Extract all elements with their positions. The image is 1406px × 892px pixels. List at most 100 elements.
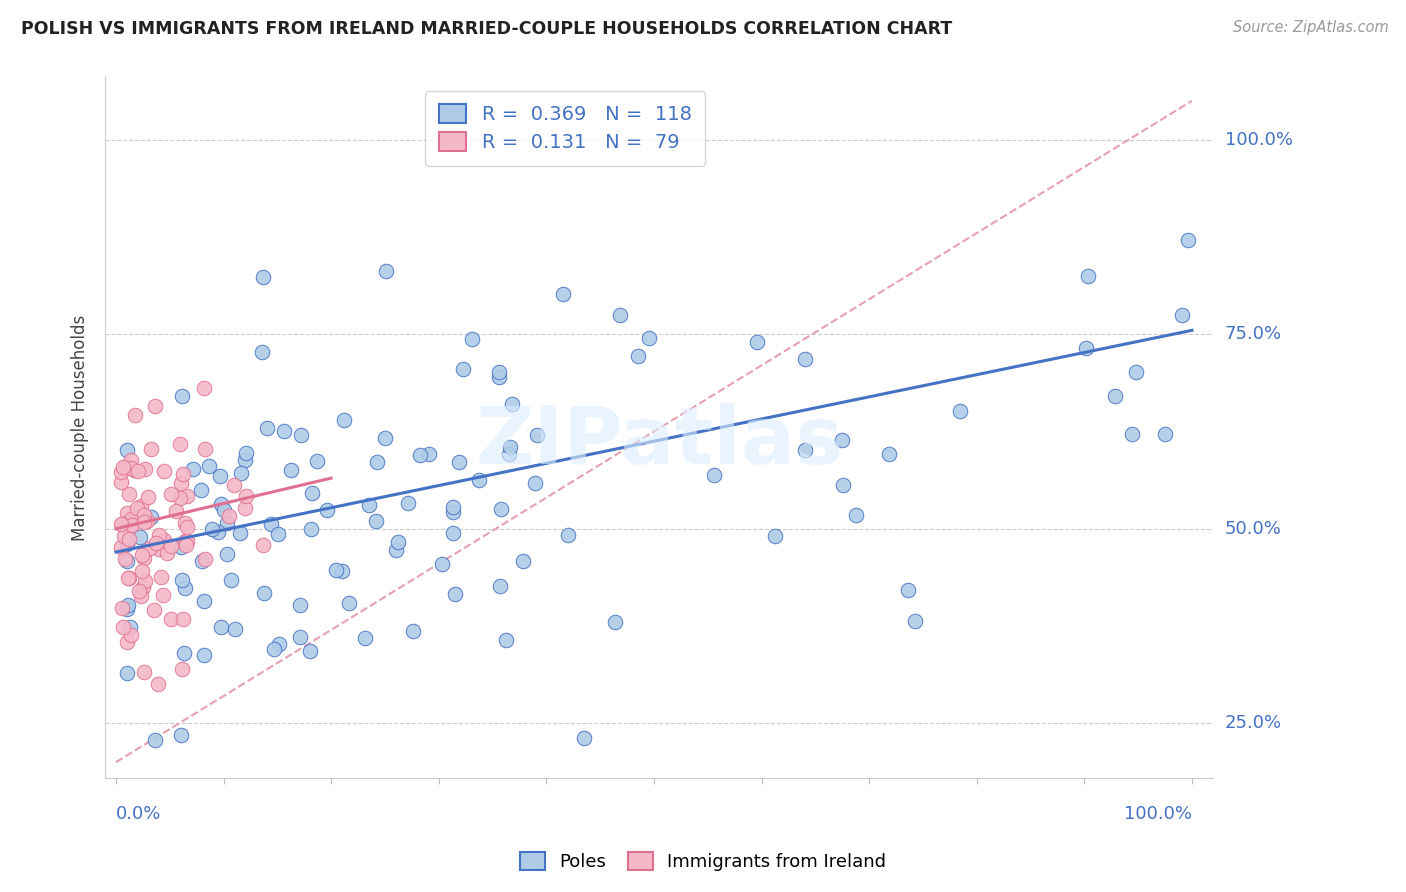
Point: [110, 540, 132, 554]
Point: [129, 589, 152, 603]
Point: [191, 554, 214, 568]
Point: [174, 533, 197, 548]
Point: [165, 504, 187, 518]
Point: [169, 475, 191, 490]
Point: [897, 582, 920, 597]
Point: [136, 514, 159, 528]
Point: [198, 459, 221, 474]
Point: [125, 500, 148, 515]
Point: [603, 615, 626, 630]
Point: [174, 581, 197, 595]
Text: 75.0%: 75.0%: [1225, 326, 1282, 343]
Point: [149, 569, 172, 583]
Point: [212, 503, 235, 517]
Point: [333, 413, 356, 427]
Point: [523, 475, 546, 490]
Point: [190, 483, 212, 497]
Point: [118, 571, 141, 585]
Point: [273, 425, 295, 439]
Point: [120, 516, 142, 531]
Point: [172, 467, 194, 482]
Point: [263, 642, 285, 657]
Point: [134, 508, 156, 522]
Point: [252, 345, 274, 359]
Point: [793, 352, 815, 367]
Point: [221, 574, 243, 588]
Point: [207, 525, 229, 540]
Point: [209, 619, 232, 633]
Point: [201, 522, 224, 536]
Point: [111, 516, 134, 531]
Point: [209, 497, 232, 511]
Point: [443, 500, 465, 514]
Point: [112, 460, 135, 475]
Point: [337, 596, 360, 610]
Point: [121, 517, 143, 532]
Point: [637, 330, 659, 344]
Text: ZIPatlas: ZIPatlas: [475, 402, 844, 481]
Point: [120, 461, 142, 475]
Point: [441, 505, 464, 519]
Text: 100.0%: 100.0%: [1225, 131, 1292, 149]
Legend: Poles, Immigrants from Ireland: Poles, Immigrants from Ireland: [512, 846, 894, 879]
Point: [1074, 341, 1097, 355]
Point: [489, 501, 512, 516]
Point: [138, 491, 160, 505]
Point: [763, 529, 786, 543]
Point: [176, 489, 198, 503]
Point: [134, 665, 156, 679]
Point: [1171, 308, 1194, 322]
Point: [233, 500, 256, 515]
Point: [845, 508, 868, 522]
Point: [110, 475, 132, 490]
Text: Source: ZipAtlas.com: Source: ZipAtlas.com: [1233, 20, 1389, 35]
Point: [148, 527, 170, 541]
Point: [402, 624, 425, 639]
Point: [134, 462, 156, 476]
Point: [160, 612, 183, 626]
Point: [1077, 269, 1099, 284]
Point: [143, 733, 166, 747]
Point: [218, 508, 240, 523]
Point: [117, 634, 139, 648]
Point: [1154, 426, 1177, 441]
Point: [117, 533, 139, 547]
Point: [115, 601, 138, 615]
Point: [131, 548, 153, 562]
Point: [366, 455, 388, 469]
Point: [170, 662, 193, 676]
Point: [131, 564, 153, 578]
Point: [127, 464, 149, 478]
Point: [120, 511, 142, 525]
Point: [330, 564, 353, 578]
Point: [444, 587, 467, 601]
Point: [112, 620, 135, 634]
Point: [461, 332, 484, 346]
Point: [193, 648, 215, 662]
Point: [468, 473, 491, 487]
Point: [1125, 365, 1147, 379]
Point: [117, 572, 139, 586]
Point: [118, 516, 141, 531]
Point: [173, 647, 195, 661]
Point: [176, 520, 198, 534]
Point: [229, 466, 252, 480]
Point: [290, 427, 312, 442]
Point: [498, 447, 520, 461]
Point: [747, 334, 769, 349]
Point: [375, 263, 398, 277]
Text: 25.0%: 25.0%: [1225, 714, 1282, 732]
Point: [266, 526, 288, 541]
Point: [153, 533, 176, 548]
Point: [115, 442, 138, 457]
Point: [903, 614, 925, 628]
Point: [224, 623, 246, 637]
Point: [215, 547, 238, 561]
Point: [115, 459, 138, 474]
Point: [117, 598, 139, 612]
Point: [173, 516, 195, 530]
Point: [290, 630, 312, 644]
Point: [181, 462, 204, 476]
Point: [128, 530, 150, 544]
Point: [301, 485, 323, 500]
